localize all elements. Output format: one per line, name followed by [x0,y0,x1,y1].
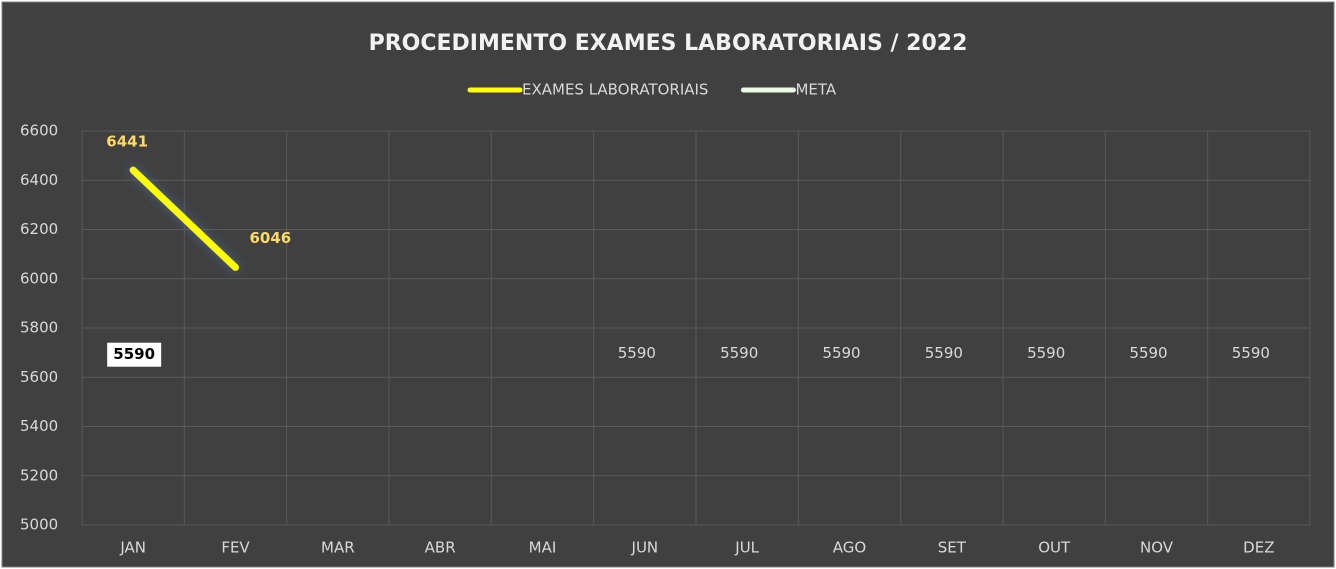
y-tick-label: 5600 [20,368,58,386]
x-tick-label: MAR [321,539,355,557]
x-tick-label: AGO [833,539,866,557]
data-label: 5590 [822,344,860,362]
data-label: 6046 [250,229,292,247]
x-tick-label: JUN [631,539,659,557]
data-label: 5590 [1027,344,1065,362]
legend-label: EXAMES LABORATORIAIS [522,81,708,99]
series-line [129,166,239,271]
data-label: 5590 [720,344,758,362]
y-tick-label: 6400 [20,171,58,189]
chart-title: PROCEDIMENTO EXAMES LABORATORIAIS / 2022 [369,31,968,56]
data-label: 5590 [1129,344,1167,362]
y-tick-label: 6600 [20,122,58,140]
data-label: 5590 [113,345,155,363]
y-tick-label: 5200 [20,466,58,484]
data-label: 6441 [106,133,148,151]
x-tick-label: JAN [119,539,146,557]
x-tick-label: FEV [221,539,250,557]
x-tick-label: MAI [529,539,557,557]
legend-label: META [795,81,836,99]
y-tick-label: 6200 [20,220,58,238]
x-tick-label: OUT [1038,539,1071,557]
data-label: 5590 [1232,344,1270,362]
y-tick-label: 5400 [20,417,58,435]
x-tick-label: DEZ [1243,539,1274,557]
y-tick-label: 6000 [20,269,58,287]
x-tick-label: SET [938,539,967,557]
y-tick-label: 5800 [20,319,58,337]
data-label: 5590 [925,344,963,362]
x-tick-label: NOV [1140,539,1174,557]
y-tick-label: 5000 [20,516,58,534]
data-label: 5590 [618,344,656,362]
data-label-box [107,342,162,367]
x-tick-label: JUL [734,539,759,557]
x-tick-label: ABR [425,539,456,557]
